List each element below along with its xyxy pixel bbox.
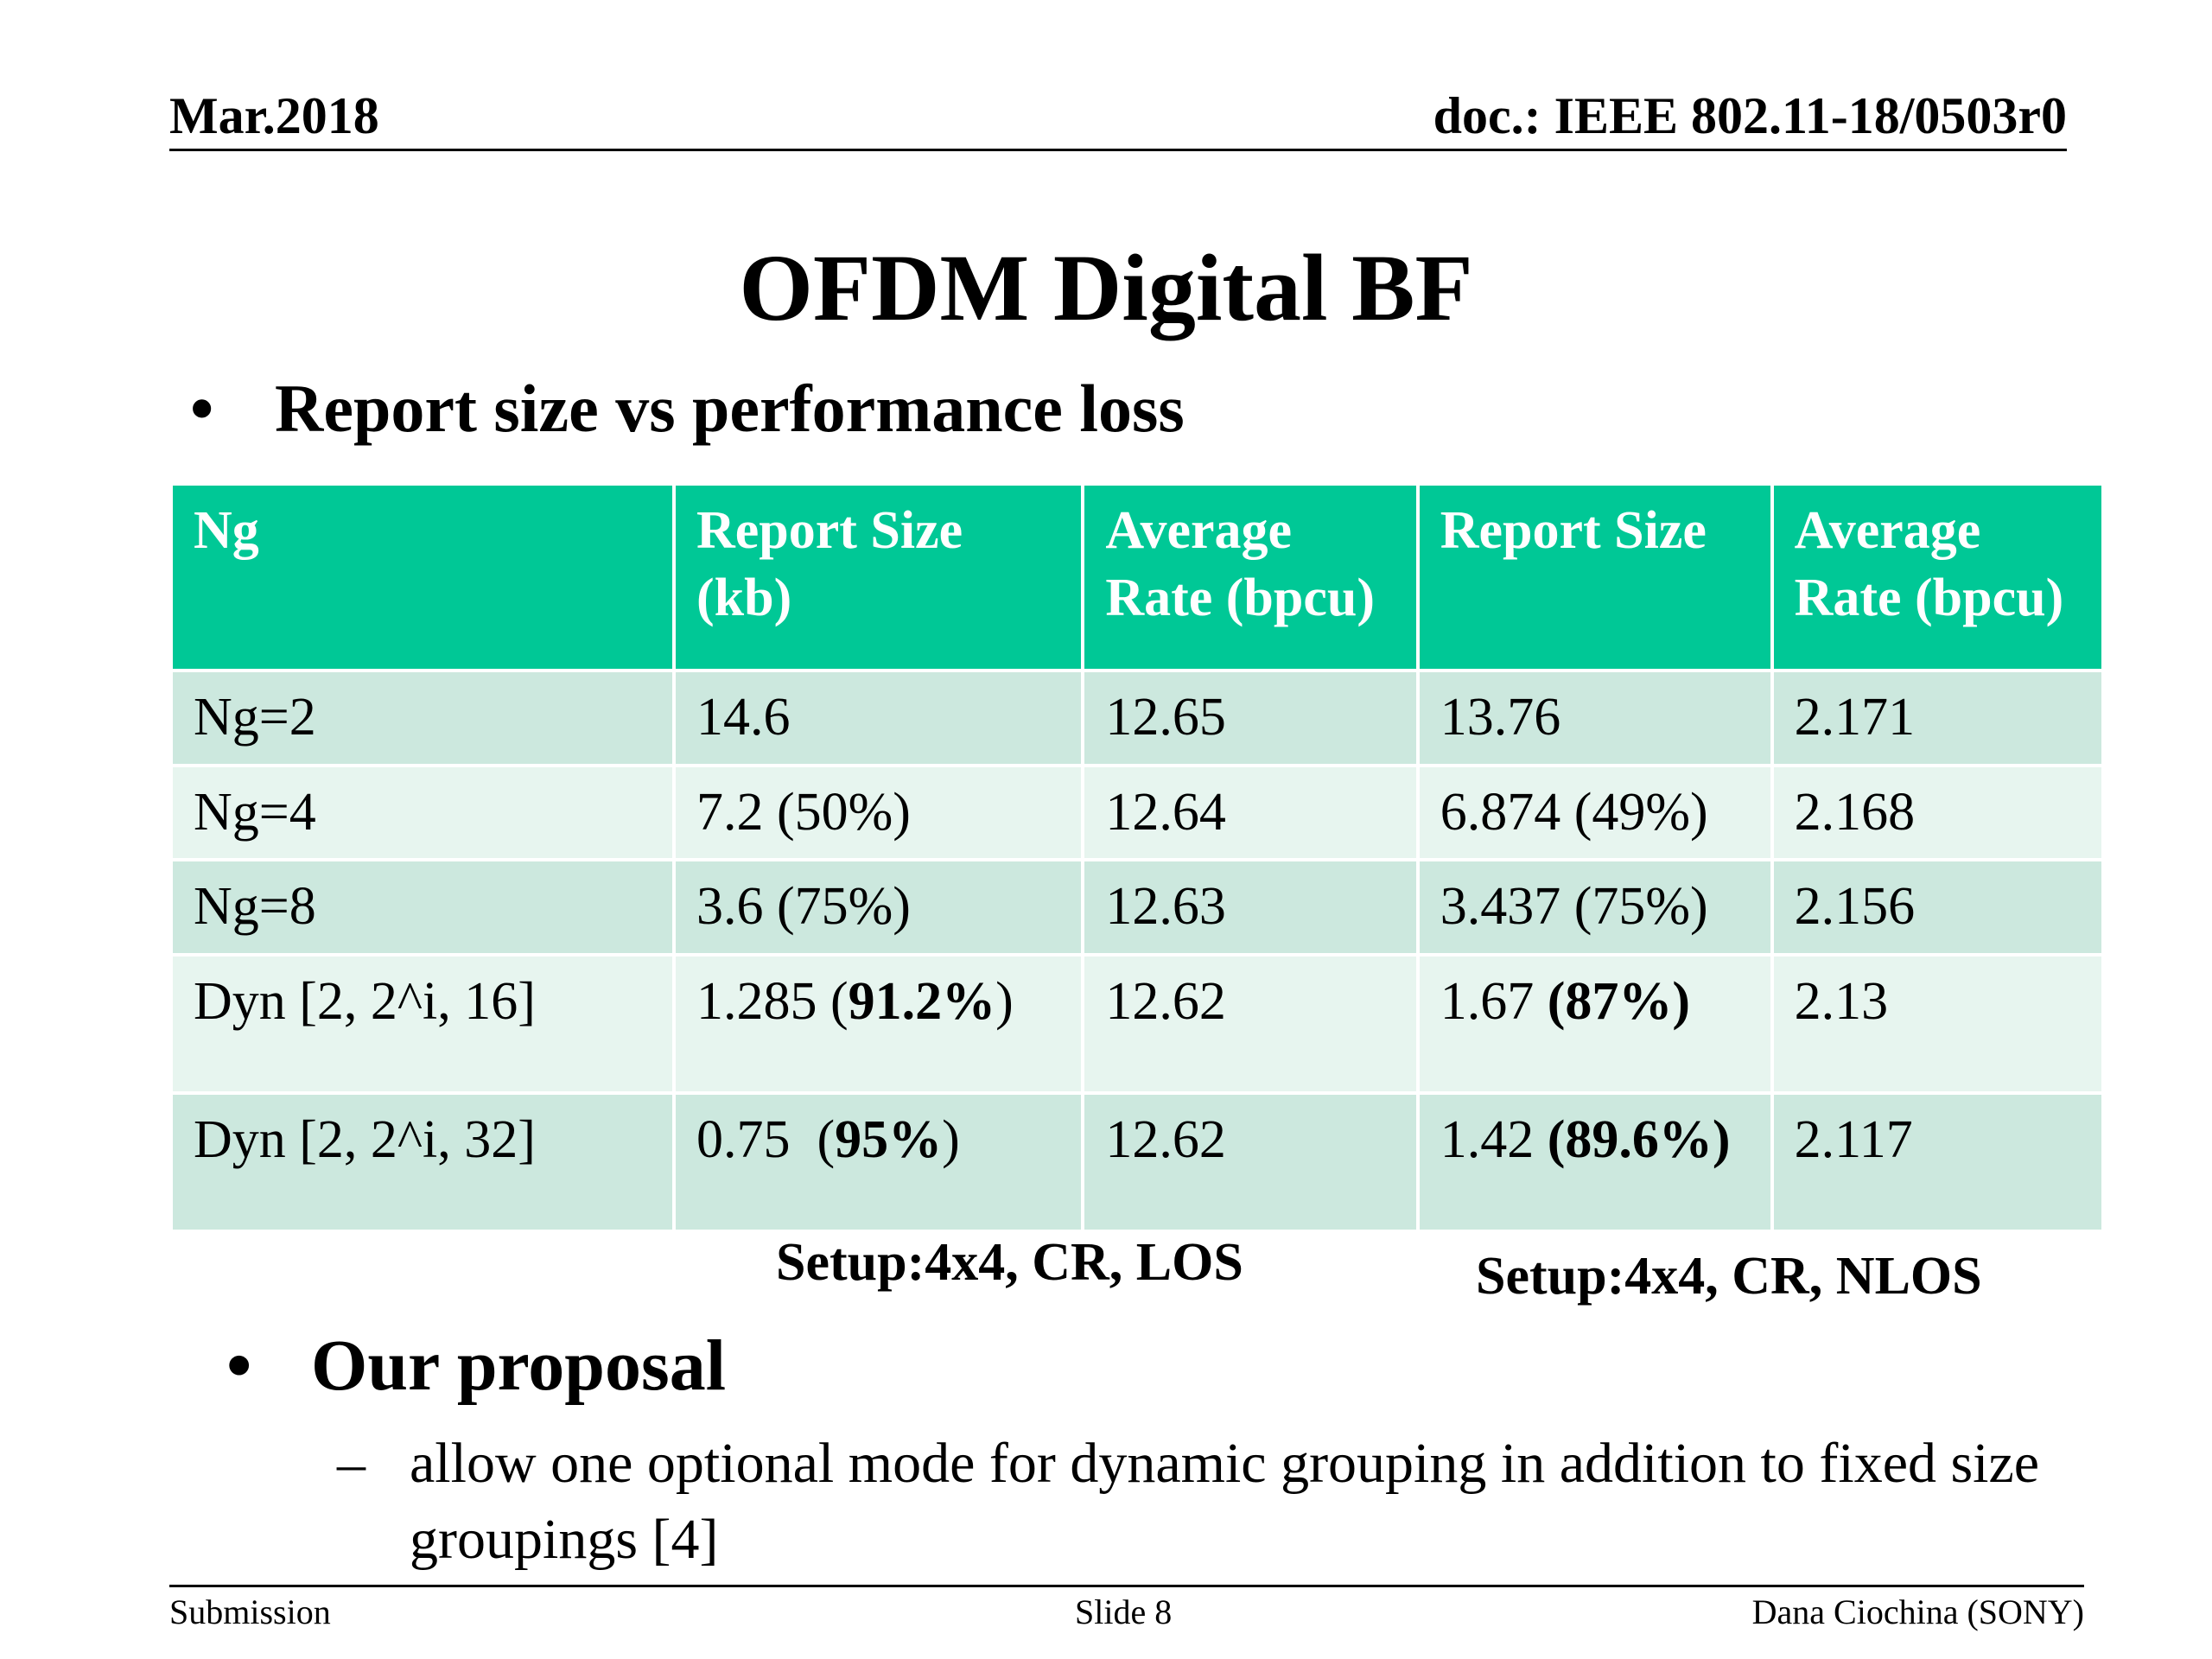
cell-report-size-los: 7.2 (50%) [671, 763, 1085, 861]
header-date: Mar.2018 [169, 87, 379, 144]
cell-text: 14.6 [696, 688, 791, 747]
cell-text-tail: ) [942, 1109, 960, 1169]
sub-bullet-text: allow one optional mode for dynamic grou… [410, 1432, 2040, 1571]
cell-avg-rate-los: 12.62 [1081, 952, 1420, 1095]
cell-report-size-nlos: 1.42 (89.6%) [1415, 1090, 1774, 1233]
cell-report-size-los: 14.6 [671, 669, 1085, 767]
cell-ng: Dyn [2, 2^i, 32] [169, 1090, 676, 1233]
bullet-text: Report size vs performance loss [275, 371, 1185, 446]
bullet-text: Our proposal [311, 1325, 727, 1406]
table-row: Dyn [2, 2^i, 32] 0.75 (95%) 12.62 1.42 (… [169, 1090, 2106, 1233]
table-row: Ng=2 14.6 12.65 13.76 2.171 [169, 669, 2106, 767]
cell-text: 0.75 ( [696, 1109, 836, 1169]
cell-text: 1.67 [1440, 971, 1548, 1031]
cell-avg-rate-nlos: 2.171 [1770, 669, 2106, 767]
setup-nlos-caption: Setup:4x4, CR, NLOS [1476, 1247, 1982, 1306]
cell-text: 6.874 (49%) [1440, 782, 1708, 842]
sub-bullet-proposal: – allow one optional mode for dynamic gr… [337, 1426, 2051, 1578]
cell-bold-text: 95% [835, 1109, 943, 1169]
cell-avg-rate-los: 12.65 [1081, 669, 1420, 767]
cell-text: 3.437 (75%) [1440, 877, 1708, 936]
footer-slide-number: Slide 8 [1075, 1592, 1173, 1631]
table-row: Ng=8 3.6 (75%) 12.63 3.437 (75%) 2.156 [169, 858, 2106, 957]
footer-submission: Submission [169, 1592, 331, 1631]
cell-text: 1.42 [1440, 1109, 1548, 1169]
bullet-marker: • [226, 1325, 252, 1406]
cell-avg-rate-los: 12.64 [1081, 763, 1420, 861]
cell-bold-text: (89.6%) [1547, 1109, 1731, 1169]
sub-bullet-marker: – [337, 1432, 365, 1495]
cell-avg-rate-los: 12.63 [1081, 858, 1420, 957]
cell-report-size-nlos: 1.67 (87%) [1415, 952, 1774, 1095]
header-avg-rate-nlos: Average Rate (bpcu) [1770, 482, 2106, 672]
cell-avg-rate-nlos: 2.156 [1770, 858, 2106, 957]
cell-ng: Dyn [2, 2^i, 16] [169, 952, 676, 1095]
footer-rule [169, 1585, 2084, 1587]
bullet-our-proposal: • Our proposal [226, 1324, 726, 1408]
cell-report-size-nlos: 6.874 (49%) [1415, 763, 1774, 861]
cell-text: 1.285 ( [696, 971, 849, 1031]
header-avg-rate-los: Average Rate (bpcu) [1081, 482, 1420, 672]
cell-report-size-los: 0.75 (95%) [671, 1090, 1085, 1233]
table-row: Dyn [2, 2^i, 16] 1.285 (91.2%) 12.62 1.6… [169, 952, 2106, 1095]
setup-los-caption: Setup:4x4, CR, LOS [776, 1233, 1243, 1292]
cell-bold-text: (87%) [1547, 971, 1690, 1031]
bullet-report-size: • Report size vs performance loss [190, 370, 1185, 448]
cell-text: 3.6 (75%) [696, 877, 911, 936]
table-row: Ng=4 7.2 (50%) 12.64 6.874 (49%) 2.168 [169, 763, 2106, 861]
cell-avg-rate-nlos: 2.13 [1770, 952, 2106, 1095]
results-table: Ng Report Size (kb) Average Rate (bpcu) … [169, 482, 2106, 1233]
cell-text-tail: ) [995, 971, 1014, 1031]
slide-title: OFDM Digital BF [739, 235, 1473, 340]
footer-author: Dana Ciochina (SONY) [1751, 1592, 2084, 1631]
table-header-row: Ng Report Size (kb) Average Rate (bpcu) … [169, 482, 2106, 672]
header-report-size-los: Report Size (kb) [671, 482, 1085, 672]
cell-report-size-los: 3.6 (75%) [671, 858, 1085, 957]
cell-ng: Ng=2 [169, 669, 676, 767]
cell-bold-text: 91.2% [848, 971, 996, 1031]
cell-avg-rate-los: 12.62 [1081, 1090, 1420, 1233]
bullet-marker: • [190, 371, 214, 446]
cell-report-size-nlos: 13.76 [1415, 669, 1774, 767]
cell-text: 7.2 (50%) [696, 782, 911, 842]
cell-text: 13.76 [1440, 688, 1561, 747]
cell-ng: Ng=8 [169, 858, 676, 957]
cell-avg-rate-nlos: 2.168 [1770, 763, 2106, 861]
cell-report-size-nlos: 3.437 (75%) [1415, 858, 1774, 957]
cell-report-size-los: 1.285 (91.2%) [671, 952, 1085, 1095]
cell-ng: Ng=4 [169, 763, 676, 861]
header-ng: Ng [169, 482, 676, 672]
header-report-size-nlos: Report Size [1415, 482, 1774, 672]
cell-avg-rate-nlos: 2.117 [1770, 1090, 2106, 1233]
header-rule [169, 149, 2067, 151]
header-doc-id: doc.: IEEE 802.11-18/0503r0 [1433, 87, 2067, 144]
